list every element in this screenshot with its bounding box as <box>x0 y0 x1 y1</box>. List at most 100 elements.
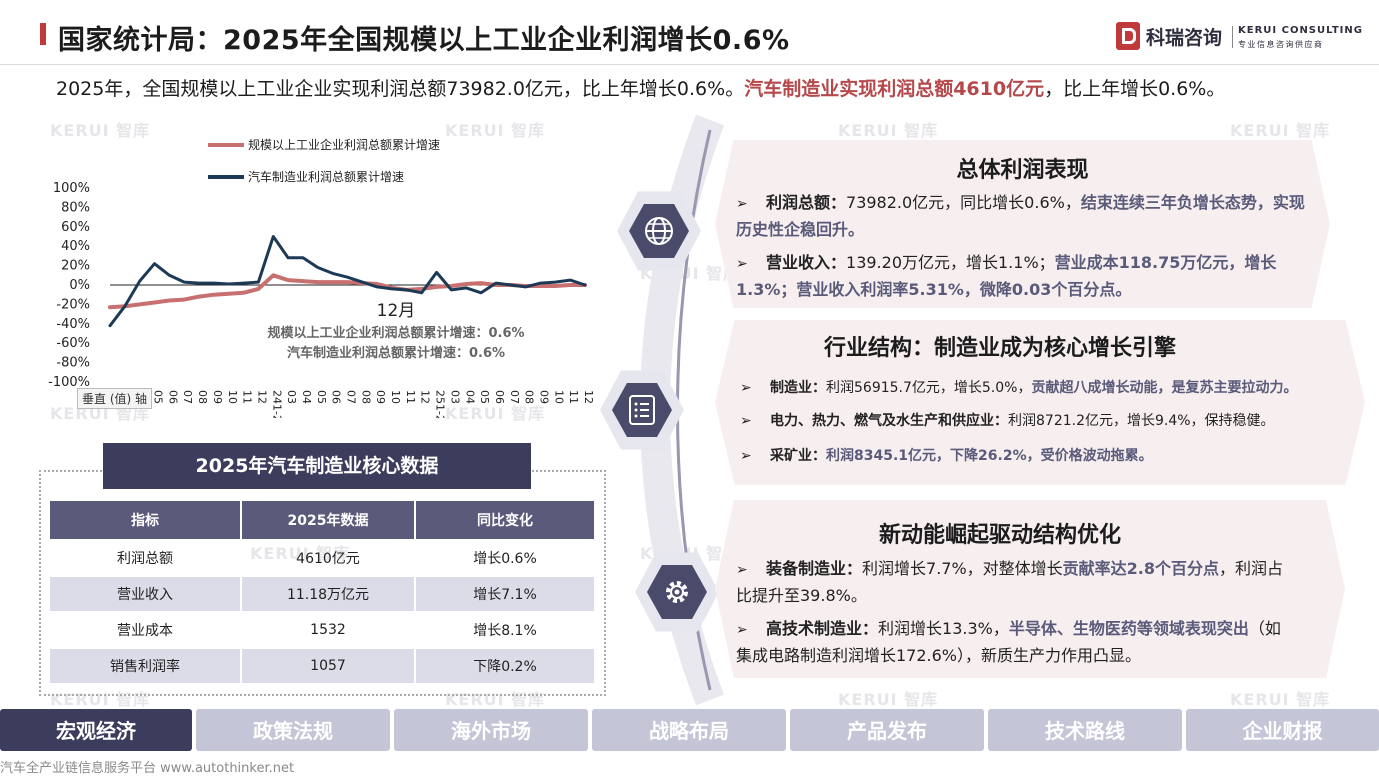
table-cell: 1532 <box>310 622 346 638</box>
annotation-month: 12月 <box>377 301 416 321</box>
gear-icon-badge <box>635 550 719 634</box>
kerui-logo-icon <box>1116 22 1140 50</box>
x-tick-label: 07 <box>181 390 194 404</box>
bullet-text: 利润增长7.7%，对整体增长 <box>862 559 1063 578</box>
bullet-highlight: 半导体、生物医药等领域表现突出 <box>1008 619 1249 638</box>
table-cell: 利润总额 <box>117 551 173 567</box>
bullet-item: ➢ 利润总额：73982.0亿元，同比增长0.6%，结束连续三年负增长态势，实现历… <box>736 190 1306 243</box>
tab-policy[interactable]: 政策法规 <box>196 709 390 751</box>
y-tick-label: 0% <box>69 278 90 293</box>
table-row: 营业收入 11.18万亿元 增长7.1% <box>50 577 594 611</box>
table-cell: 营业收入 <box>50 577 240 611</box>
arrow-icon: ➢ <box>740 413 752 429</box>
x-tick-label: 04 <box>463 390 476 404</box>
table-cell: 4610亿元 <box>296 551 360 567</box>
logo-text-en: KERUI CONSULTING <box>1238 25 1363 36</box>
bottom-tab-bar: 宏观经济 政策法规 海外市场 战略布局 产品发布 技术路线 企业财报 <box>0 709 1379 753</box>
bullet-tail: ，利润占比提升至39.8%。 <box>736 559 1284 605</box>
panel-new-drivers <box>715 500 1345 678</box>
x-tick-label: 05 <box>315 390 328 404</box>
legend-label: 规模以上工业企业利润总额累计增速 <box>248 137 440 152</box>
bullet-highlight: 贡献率达2.8个百分点 <box>1062 559 1220 578</box>
list-icon-badge <box>600 368 684 452</box>
watermark: KERUI 智库 <box>838 690 939 709</box>
x-tick-label: 09 <box>537 390 550 404</box>
series-line <box>108 235 587 328</box>
watermark: KERUI 智库 <box>250 544 351 563</box>
bullet-lead: 采矿业： <box>770 448 826 464</box>
bullet-lead: 利润总额： <box>766 193 847 212</box>
x-tick-label: 05 <box>152 390 165 404</box>
y-tick-label: 20% <box>61 259 90 274</box>
y-tick-label: 40% <box>61 239 90 254</box>
arrow-icon: ➢ <box>736 256 748 272</box>
tab-product-launch[interactable]: 产品发布 <box>790 709 984 751</box>
summary-part2: ，比上年增长0.6%。 <box>1044 78 1226 100</box>
summary-highlight: 汽车制造业实现利润总额4610亿元 <box>744 78 1045 100</box>
table-cell: 11.18万亿元 <box>242 577 414 611</box>
arrow-icon: ➢ <box>736 196 748 212</box>
table-cell: 营业成本 <box>117 623 173 639</box>
bullet-highlight: 利润8345.1亿元，下降26.2%，受价格波动拖累。 <box>826 448 1153 464</box>
table-title: 2025年汽车制造业核心数据 <box>103 443 531 489</box>
logo-divider <box>1232 26 1233 48</box>
tab-tech-roadmap[interactable]: 技术路线 <box>988 709 1182 751</box>
table-cell: 增长0.6% <box>473 551 537 567</box>
summary-text: 2025年，全国规模以上工业企业实现利润总额73982.0亿元，比上年增长0.6… <box>56 74 1225 101</box>
list-icon <box>629 395 655 425</box>
arrow-icon: ➢ <box>736 562 748 578</box>
watermark: KERUI 智库 <box>445 121 546 140</box>
logo-text-cn: 科瑞咨询 <box>1146 27 1223 49</box>
annotation-line: 规模以上工业企业利润总额累计增速：0.6% <box>267 325 524 341</box>
x-tick-label: 12 <box>255 390 268 404</box>
x-tick-label: 07 <box>508 390 521 404</box>
x-tick-label: 11 <box>404 390 417 404</box>
panel-title: 行业结构：制造业成为核心增长引擎 <box>823 336 1176 361</box>
title-accent-bar <box>40 23 46 45</box>
table-row: 销售利润率 1057 下降0.2% <box>50 649 594 683</box>
gear-icon <box>666 581 688 603</box>
watermark: KERUI 智库 <box>445 404 546 423</box>
bullet-lead: 高技术制造业： <box>766 619 879 638</box>
y-tick-label: -20% <box>56 297 90 312</box>
bullet-item: ➢ 装备制造业：利润增长7.7%，对整体增长贡献率达2.8个百分点，利润占比提升至… <box>736 556 1296 609</box>
bullet-tail: （如集成电路制造利润增长172.6%），新质生产力作用凸显。 <box>736 619 1281 665</box>
x-tick-label: 09 <box>374 390 387 404</box>
bullet-highlight: 结束连续三年负增长态势，实现历史性企稳回升。 <box>736 193 1305 239</box>
bullet-text: 73982.0亿元，同比增长0.6%， <box>846 193 1081 212</box>
tab-macro-economy[interactable]: 宏观经济 <box>0 709 192 751</box>
tab-overseas-market[interactable]: 海外市场 <box>394 709 588 751</box>
page-title: 国家统计局：2025年全国规模以上工业企业利润增长0.6% <box>58 25 790 56</box>
bullet-item: ➢ 制造业：利润56915.7亿元，增长5.0%，贡献超八成增长动能，是复苏主要拉… <box>740 375 1360 401</box>
x-tick-label: 08 <box>523 390 536 404</box>
table-header: 同比变化 <box>416 501 594 539</box>
table-cell: 下降0.2% <box>416 649 594 683</box>
tab-financial-report[interactable]: 企业财报 <box>1186 709 1379 751</box>
y-tick-label: 60% <box>61 220 90 235</box>
bullet-item: ➢ 营业收入：139.20万亿元，增长1.1%；营业成本118.75万亿元，增长1… <box>736 250 1306 303</box>
bullet-item: ➢ 采矿业：利润8345.1亿元，下降26.2%，受价格波动拖累。 <box>740 443 1360 469</box>
panel-title: 总体利润表现 <box>956 158 1089 183</box>
x-tick-label: 08 <box>359 390 372 404</box>
legend-label: 汽车制造业利润总额累计增速 <box>248 169 404 184</box>
x-tick-label: 04 <box>300 390 313 404</box>
bullet-item: ➢ 电力、热力、燃气及水生产和供应业：利润8721.2亿元，增长9.4%，保持稳健… <box>740 408 1360 434</box>
x-tick-label: 11 <box>241 390 254 404</box>
x-tick-label: 06 <box>330 390 343 404</box>
globe-icon-badge <box>617 189 701 273</box>
y-tick-label: -60% <box>56 336 90 351</box>
x-tick-label: 03 <box>448 390 461 404</box>
table-row: 营业成本 1532 增长8.1% <box>50 613 594 647</box>
bullet-item: ➢ 高技术制造业：利润增长13.3%，半导体、生物医药等领域表现突出（如集成电路制… <box>736 616 1296 669</box>
x-tick-label: 12 <box>582 390 595 404</box>
axis-tooltip-badge: 垂直 (值) 轴 <box>77 388 152 409</box>
x-tick-label: 09 <box>211 390 224 404</box>
bullet-text: 利润8721.2亿元，增长9.4%，保持稳健。 <box>1008 413 1275 429</box>
tab-strategy[interactable]: 战略布局 <box>592 709 786 751</box>
arrow-icon: ➢ <box>740 448 752 464</box>
annotation-line: 汽车制造业利润总额累计增速：0.6% <box>287 345 505 361</box>
bullet-text: 利润增长13.3%， <box>878 619 1009 638</box>
x-tick-label: 251-2 <box>434 390 447 418</box>
bullet-lead: 电力、热力、燃气及水生产和供应业： <box>770 413 1008 429</box>
panel-industry-structure <box>715 320 1365 485</box>
